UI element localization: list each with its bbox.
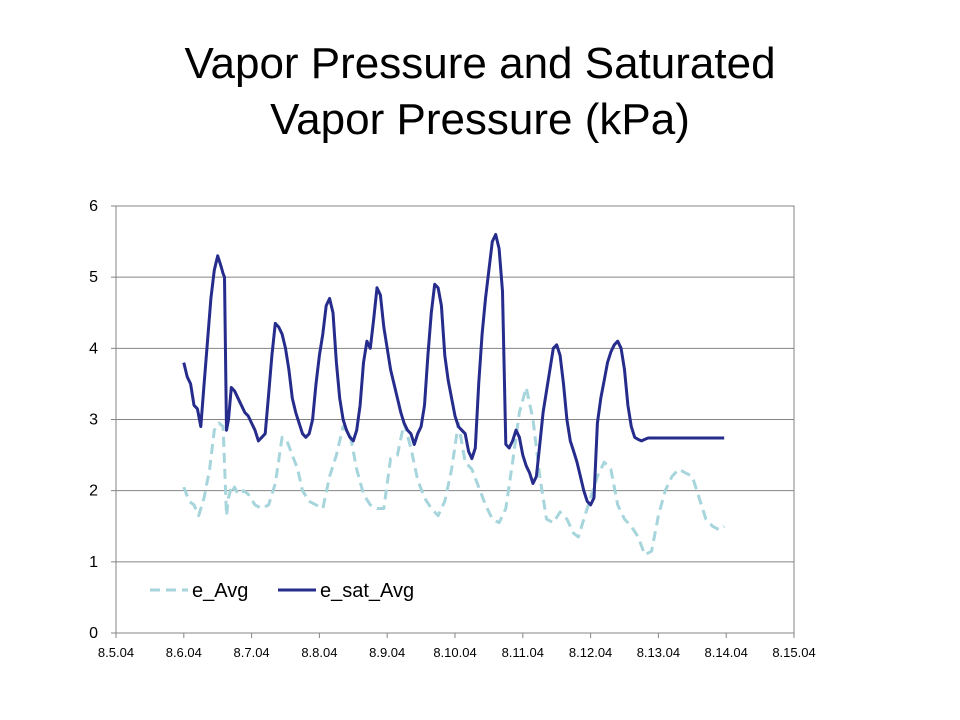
series-line-e-sat-avg <box>182 233 725 507</box>
series-line-e-avg <box>182 386 726 557</box>
legend: e_Avg e_sat_Avg <box>150 580 414 602</box>
x-tick-label: 8.11.04 <box>502 645 544 660</box>
chart-title: Vapor Pressure and Saturated Vapor Press… <box>0 36 960 148</box>
x-tick-label: 8.10.04 <box>433 645 476 660</box>
x-tick-label: 8.13.04 <box>637 645 680 660</box>
x-tick-label: 8.14.04 <box>705 645 748 660</box>
y-tick-label: 1 <box>89 554 98 571</box>
y-tick-label: 6 <box>89 198 98 215</box>
x-tick-label: 8.6.04 <box>166 645 202 660</box>
legend-label: e_sat_Avg <box>320 580 414 602</box>
y-tick-label: 5 <box>89 269 98 286</box>
x-tick-label: 8.8.04 <box>301 645 337 660</box>
y-axis: 0 1 2 3 4 5 6 <box>89 198 116 642</box>
chart-title-line-1: Vapor Pressure and Saturated <box>184 39 776 88</box>
y-tick-label: 0 <box>89 625 98 642</box>
x-tick-label: 8.12.04 <box>569 645 612 660</box>
y-tick-label: 2 <box>89 483 98 500</box>
y-tick-label: 4 <box>89 340 98 357</box>
x-tick-label: 8.5.04 <box>98 645 134 660</box>
x-tick-label: 8.7.04 <box>234 645 270 660</box>
series-layer <box>182 233 726 557</box>
chart-title-line-2: Vapor Pressure (kPa) <box>270 95 690 144</box>
x-axis: 8.5.04 8.6.04 8.7.04 8.8.04 8.9.04 8.10.04 8.1… <box>98 633 816 660</box>
x-tick-label: 8.15.04 <box>772 645 815 660</box>
x-tick-label: 8.9.04 <box>369 645 405 660</box>
y-tick-label: 3 <box>89 412 98 429</box>
legend-label: e_Avg <box>192 580 248 602</box>
